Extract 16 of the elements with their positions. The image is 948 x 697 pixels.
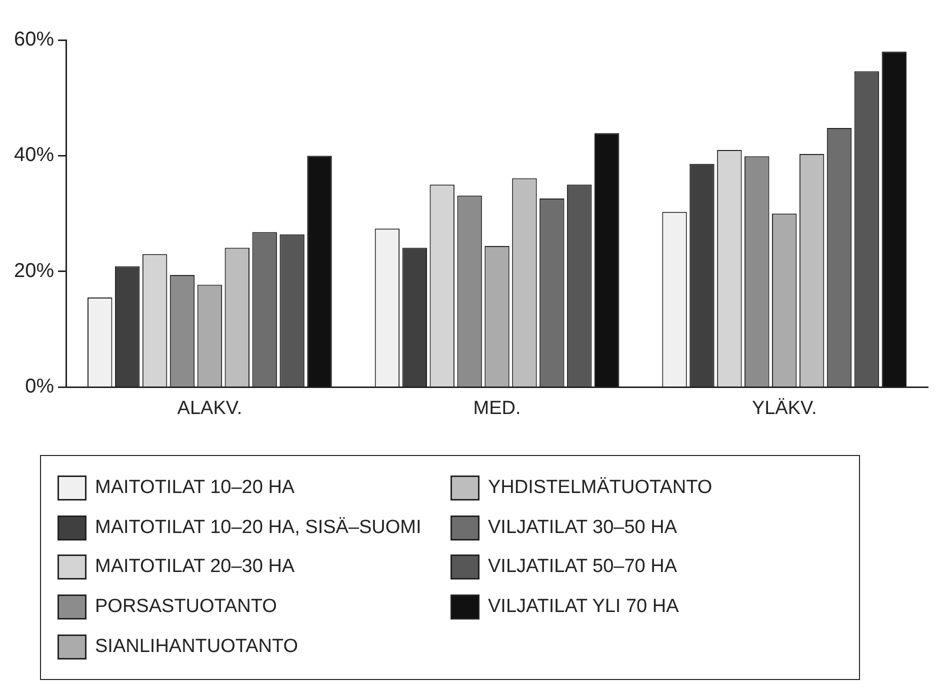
legend-label: SIANLIHANTUOTANTO <box>95 636 298 658</box>
legend-label: PORSASTUOTANTO <box>95 596 277 618</box>
legend-label: MAITOTILAT 10–20 HA, SISÄ–SUOMI <box>95 516 422 539</box>
x-tick-label: ALAKV. <box>177 398 242 419</box>
legend-label: MAITOTILAT 10–20 HA <box>95 476 295 499</box>
legend-label: MAITOTILAT 20–30 HA <box>95 556 295 578</box>
y-tick-label: 40% <box>14 144 54 166</box>
legend-label: VILJATILAT 30–50 HA <box>488 516 678 539</box>
legend-label: YHDISTELMÄTUOTANTO <box>488 476 712 499</box>
x-tick-label: MED. <box>473 398 521 419</box>
y-tick-label: 60% <box>14 28 54 51</box>
y-tick-label: 20% <box>14 260 54 282</box>
x-tick-label: YLÄKV. <box>752 398 817 419</box>
legend-label: VILJATILAT 50–70 HA <box>488 556 678 578</box>
y-tick-label: 0% <box>25 376 54 398</box>
legend-label: VILJATILAT YLI 70 HA <box>488 596 679 618</box>
